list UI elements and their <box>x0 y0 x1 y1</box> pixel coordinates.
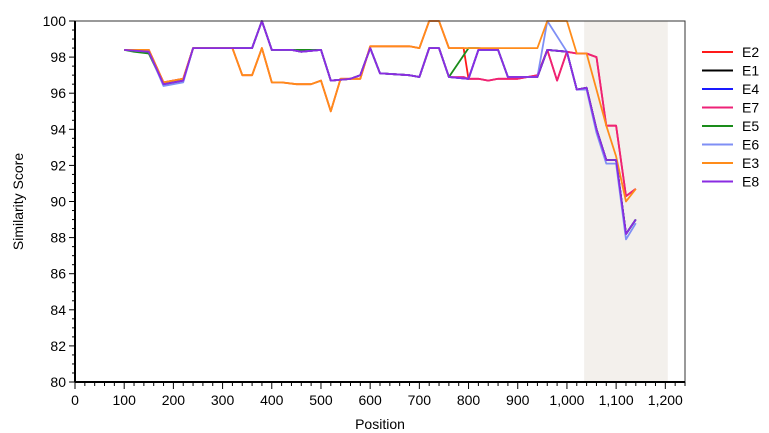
x-tick-label: 300 <box>211 392 235 408</box>
x-tick-label: 1,100 <box>599 392 634 408</box>
y-tick-label: 84 <box>50 302 66 318</box>
x-tick-label: 500 <box>309 392 333 408</box>
x-tick-label: 200 <box>162 392 186 408</box>
series-line-e3 <box>124 20 637 203</box>
y-tick-label: 80 <box>50 374 66 390</box>
y-axis-title: Similarity Score <box>10 153 26 250</box>
y-tick-label: 96 <box>50 85 66 101</box>
x-tick-label: 700 <box>408 392 432 408</box>
y-tick-label: 82 <box>50 338 66 354</box>
series-layer <box>124 20 637 241</box>
x-axis-title: Position <box>355 416 405 432</box>
y-axis: 80 82 84 86 88 90 92 94 96 98 100 <box>43 13 76 390</box>
y-tick-label: 86 <box>50 266 66 282</box>
x-tick-label: 0 <box>71 392 79 408</box>
x-tick-label: 900 <box>506 392 530 408</box>
x-tick-label: 400 <box>260 392 284 408</box>
legend-label-e6: E6 <box>742 137 759 153</box>
y-tick-label: 98 <box>50 49 66 65</box>
legend-label-e4: E4 <box>742 81 759 97</box>
x-tick-label: 1,000 <box>549 392 584 408</box>
x-axis: 0 100 200 300 400 500 600 700 800 900 1,000 1,100 1,… <box>71 381 686 408</box>
legend-label-e2: E2 <box>742 44 759 60</box>
x-tick-label: 100 <box>113 392 137 408</box>
legend-label-e1: E1 <box>742 63 759 79</box>
y-tick-label: 88 <box>50 230 66 246</box>
legend: E2 E1 E4 E7 E5 E6 E3 E8 <box>702 44 759 190</box>
x-tick-label: 1,200 <box>648 392 683 408</box>
series-line-e8 <box>124 20 637 235</box>
y-tick-label: 92 <box>50 157 66 173</box>
legend-label-e3: E3 <box>742 155 759 171</box>
y-tick-label: 94 <box>50 121 66 137</box>
legend-label-e7: E7 <box>742 100 759 116</box>
y-tick-label: 90 <box>50 194 66 210</box>
x-tick-label: 800 <box>457 392 481 408</box>
legend-label-e8: E8 <box>742 174 759 190</box>
x-tick-label: 600 <box>358 392 382 408</box>
y-tick-label: 100 <box>43 13 67 29</box>
legend-label-e5: E5 <box>742 118 759 134</box>
